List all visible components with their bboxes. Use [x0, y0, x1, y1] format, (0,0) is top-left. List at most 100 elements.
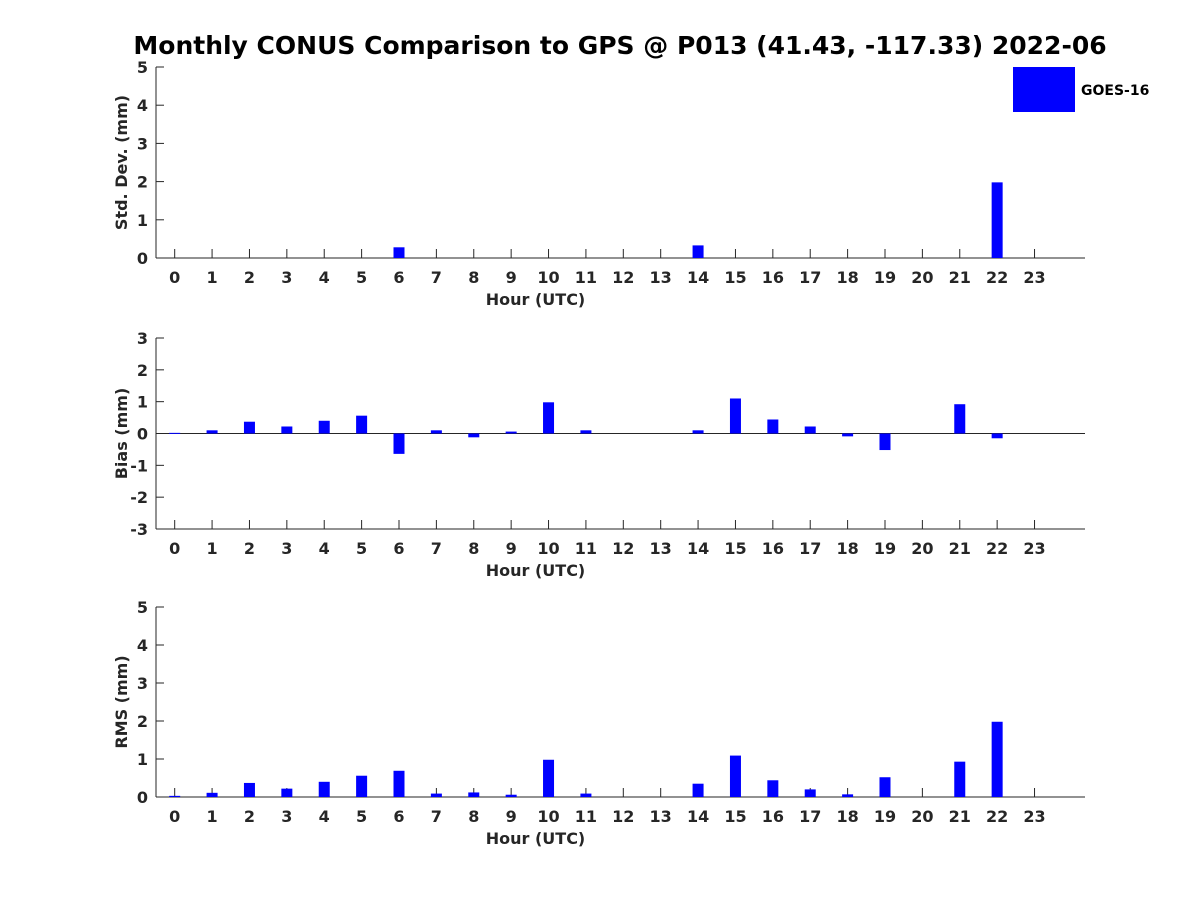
bias-y-tick-label: 1: [137, 393, 148, 412]
rms-bar-hour-21: [954, 761, 966, 797]
rms-x-tick-label: 17: [799, 807, 821, 826]
rms-bar-hour-1: [206, 792, 218, 797]
bias-bar-hour-6: [393, 433, 405, 454]
rms-x-tick-label: 8: [468, 807, 479, 826]
rms-bar-hour-16: [767, 780, 779, 797]
rms-x-tick-label: 11: [575, 807, 597, 826]
rms-bar-hour-19: [879, 777, 891, 797]
bias-x-tick-label: 21: [949, 539, 971, 558]
rms-bar-hour-8: [468, 792, 480, 797]
rms-bar-hour-22: [991, 721, 1003, 797]
bias-bar-hour-8: [468, 433, 480, 438]
bias-x-tick-label: 1: [207, 539, 218, 558]
bias-x-tick-label: 16: [762, 539, 784, 558]
bias-x-tick-label: 4: [319, 539, 330, 558]
std-dev-bar-hour-14: [692, 245, 704, 258]
rms-bar-hour-6: [393, 770, 405, 797]
rms-x-tick-label: 20: [911, 807, 933, 826]
rms-x-tick-label: 5: [356, 807, 367, 826]
bias-x-tick-label: 0: [169, 539, 180, 558]
bias-x-tick-label: 14: [687, 539, 709, 558]
rms-x-tick-label: 9: [506, 807, 517, 826]
bias-x-tick-label: 18: [836, 539, 858, 558]
rms-x-tick-label: 7: [431, 807, 442, 826]
std-dev-x-tick-label: 19: [874, 268, 896, 287]
std-dev-x-label: Hour (UTC): [486, 290, 586, 309]
rms-x-tick-label: 14: [687, 807, 709, 826]
std-dev-x-tick-label: 5: [356, 268, 367, 287]
rms-x-tick-label: 3: [281, 807, 292, 826]
legend: GOES-16: [1013, 67, 1149, 112]
rms-y-tick-label: 2: [137, 712, 148, 731]
bias-y-tick-label: -3: [130, 520, 148, 539]
bias-bar-hour-7: [430, 430, 442, 434]
std-dev-x-tick-label: 2: [244, 268, 255, 287]
std-dev-x-tick-label: 12: [612, 268, 634, 287]
std-dev-y-label: Std. Dev. (mm): [112, 95, 131, 230]
std-dev-x-tick-label: 10: [537, 268, 559, 287]
bias-bar-hour-9: [505, 431, 517, 434]
rms-x-tick-label: 15: [724, 807, 746, 826]
bias-y-tick-label: 3: [137, 329, 148, 348]
rms-x-tick-label: 1: [207, 807, 218, 826]
bias-x-tick-label: 3: [281, 539, 292, 558]
rms-x-tick-label: 4: [319, 807, 330, 826]
bias-x-tick-label: 19: [874, 539, 896, 558]
std-dev-bar-hour-6: [393, 247, 405, 258]
legend-swatch: [1013, 67, 1075, 112]
rms-bar-hour-10: [543, 759, 555, 797]
std-dev-x-tick-label: 17: [799, 268, 821, 287]
chart-title: Monthly CONUS Comparison to GPS @ P013 (…: [133, 31, 1106, 60]
rms-y-label: RMS (mm): [112, 655, 131, 748]
bias-x-tick-label: 13: [650, 539, 672, 558]
rms-x-tick-label: 18: [836, 807, 858, 826]
bias-x-tick-label: 17: [799, 539, 821, 558]
bias-x-tick-label: 23: [1023, 539, 1045, 558]
bias-x-tick-label: 11: [575, 539, 597, 558]
bias-x-tick-label: 6: [393, 539, 404, 558]
bias-bar-hour-5: [356, 415, 368, 434]
rms-x-tick-label: 6: [393, 807, 404, 826]
bias-x-tick-label: 10: [537, 539, 559, 558]
bias-bar-hour-18: [842, 433, 854, 437]
std-dev-x-tick-label: 7: [431, 268, 442, 287]
bias-x-tick-label: 15: [724, 539, 746, 558]
std-dev-bar-hour-22: [991, 182, 1003, 258]
bias-bar-hour-19: [879, 433, 891, 451]
rms-bar-hour-0: [169, 795, 181, 797]
std-dev-x-tick-label: 1: [207, 268, 218, 287]
bias-bar-hour-16: [767, 419, 779, 434]
rms-x-tick-label: 10: [537, 807, 559, 826]
std-dev-x-tick-label: 14: [687, 268, 709, 287]
bias-bar-hour-3: [281, 426, 293, 434]
rms-x-tick-label: 2: [244, 807, 255, 826]
bias-y-tick-label: -2: [130, 488, 148, 507]
bias-x-tick-label: 20: [911, 539, 933, 558]
std-dev-y-tick-label: 1: [137, 211, 148, 230]
bias-bar-hour-15: [729, 398, 741, 434]
bias-bar-hour-10: [543, 402, 555, 434]
rms-x-tick-label: 12: [612, 807, 634, 826]
std-dev-x-tick-label: 20: [911, 268, 933, 287]
bias-bar-hour-1: [206, 430, 218, 434]
bias-bar-hour-11: [580, 430, 592, 434]
rms-bar-hour-11: [580, 793, 592, 797]
bias-bar-hour-0: [169, 432, 181, 434]
std-dev-x-tick-label: 13: [650, 268, 672, 287]
std-dev-x-tick-label: 15: [724, 268, 746, 287]
rms-bar-hour-15: [729, 755, 741, 797]
bias-bar-hour-4: [318, 420, 330, 434]
rms-bar-hour-2: [243, 782, 255, 797]
std-dev-y-tick-label: 4: [137, 96, 148, 115]
bias-x-tick-label: 8: [468, 539, 479, 558]
rms-x-tick-label: 21: [949, 807, 971, 826]
rms-x-tick-label: 0: [169, 807, 180, 826]
bias-x-tick-label: 5: [356, 539, 367, 558]
bias-y-tick-label: 2: [137, 361, 148, 380]
std-dev-x-tick-label: 21: [949, 268, 971, 287]
std-dev-x-tick-label: 23: [1023, 268, 1045, 287]
